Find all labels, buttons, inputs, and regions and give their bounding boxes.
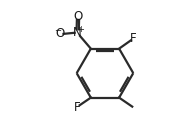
Text: N: N xyxy=(73,26,82,39)
Text: O: O xyxy=(73,10,83,23)
Text: −: − xyxy=(54,26,61,35)
Text: F: F xyxy=(130,32,137,45)
Text: +: + xyxy=(77,25,84,34)
Text: O: O xyxy=(55,27,65,40)
Text: F: F xyxy=(74,101,80,114)
